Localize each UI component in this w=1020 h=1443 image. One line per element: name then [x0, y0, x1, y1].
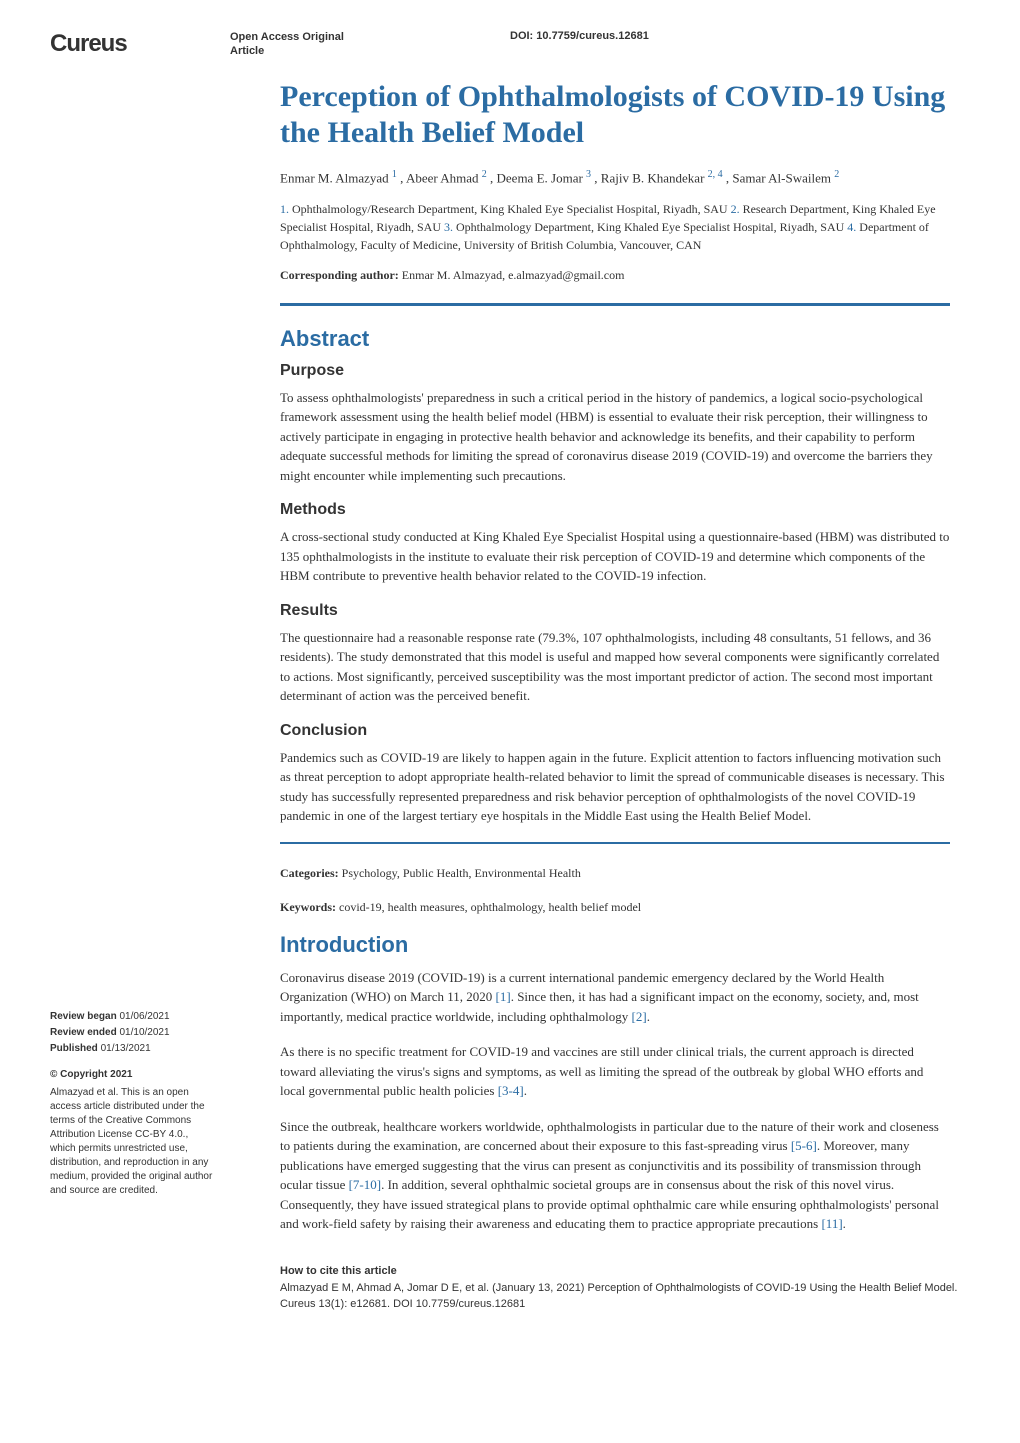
published-date: 01/13/2021 — [101, 1043, 151, 1054]
affiliations: 1. Ophthalmology/Research Department, Ki… — [280, 200, 950, 254]
purpose-text: To assess ophthalmologists' preparedness… — [280, 388, 950, 486]
sidebar: Review began 01/06/2021 Review ended 01/… — [50, 1010, 215, 1198]
doi: DOI: 10.7759/cureus.12681 — [510, 30, 649, 42]
license-text: Almazyad et al. This is an open access a… — [50, 1086, 215, 1198]
categories: Categories: Psychology, Public Health, E… — [280, 864, 950, 882]
review-began: Review began 01/06/2021 — [50, 1010, 215, 1024]
review-began-label: Review began — [50, 1011, 117, 1022]
methods-text: A cross-sectional study conducted at Kin… — [280, 527, 950, 586]
intro-para-1: Coronavirus disease 2019 (COVID-19) is a… — [280, 968, 950, 1027]
intro-para-2: As there is no specific treatment for CO… — [280, 1042, 950, 1101]
footer: How to cite this article Almazyad E M, A… — [50, 1264, 970, 1312]
header-row: Cureus Open Access Original Article DOI:… — [50, 30, 970, 59]
keywords: Keywords: covid-19, health measures, oph… — [280, 898, 950, 916]
divider-top — [280, 303, 950, 306]
results-heading: Results — [280, 602, 950, 620]
conclusion-heading: Conclusion — [280, 722, 950, 740]
review-began-date: 01/06/2021 — [119, 1011, 169, 1022]
corresponding-author: Corresponding author: Enmar M. Almazyad,… — [280, 268, 950, 283]
copyright: © Copyright 2021 — [50, 1068, 215, 1082]
main-content: Perception of Ophthalmologists of COVID-… — [280, 79, 970, 1234]
authors: Enmar M. Almazyad 1 , Abeer Ahmad 2 , De… — [280, 169, 950, 186]
cite-text: Almazyad E M, Ahmad A, Jomar D E, et al.… — [280, 1281, 970, 1312]
article-type: Open Access Original Article — [230, 30, 380, 59]
published-label: Published — [50, 1043, 98, 1054]
logo: Cureus — [50, 30, 230, 58]
introduction-heading: Introduction — [280, 932, 950, 958]
intro-para-3: Since the outbreak, healthcare workers w… — [280, 1117, 950, 1234]
published: Published 01/13/2021 — [50, 1042, 215, 1056]
divider-after-abstract — [280, 842, 950, 844]
review-ended-date: 01/10/2021 — [119, 1027, 169, 1038]
review-ended: Review ended 01/10/2021 — [50, 1026, 215, 1040]
abstract-heading: Abstract — [280, 326, 950, 352]
purpose-heading: Purpose — [280, 362, 950, 380]
review-ended-label: Review ended — [50, 1027, 117, 1038]
cite-heading: How to cite this article — [280, 1264, 970, 1279]
methods-heading: Methods — [280, 501, 950, 519]
article-title: Perception of Ophthalmologists of COVID-… — [280, 79, 950, 151]
results-text: The questionnaire had a reasonable respo… — [280, 628, 950, 706]
conclusion-text: Pandemics such as COVID-19 are likely to… — [280, 748, 950, 826]
